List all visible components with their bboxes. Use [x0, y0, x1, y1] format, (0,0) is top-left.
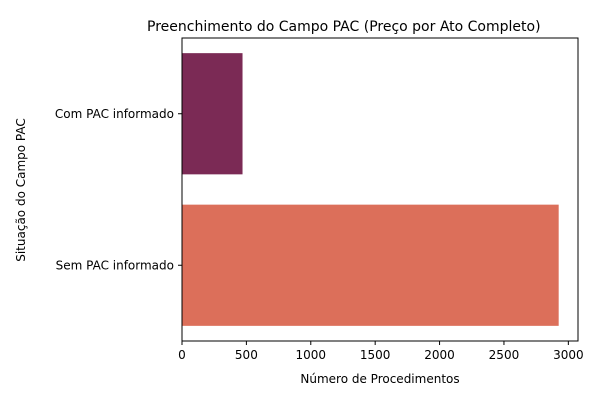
bar-1	[182, 53, 243, 175]
x-axis-label: Número de Procedimentos	[300, 372, 459, 386]
x-tick-label: 2000	[424, 348, 455, 362]
x-tick-label: 2500	[489, 348, 520, 362]
x-tick-label: 500	[235, 348, 258, 362]
x-tick-label: 0	[178, 348, 186, 362]
x-tick-label: 1500	[360, 348, 391, 362]
y-axis-label: Situação do Campo PAC	[14, 118, 28, 262]
chart-title: Preenchimento do Campo PAC (Preço por At…	[147, 19, 541, 35]
x-ticks-group: 0 500 1000 1500 2000 2500 3000	[178, 341, 584, 362]
bar-2	[182, 204, 559, 326]
y-ticks-group: Com PAC informado Sem PAC informado	[55, 107, 182, 272]
x-tick-label: 3000	[553, 348, 584, 362]
y-tick-label: Com PAC informado	[55, 107, 174, 121]
plot-frame	[181, 37, 579, 342]
x-tick-label: 1000	[296, 348, 327, 362]
bars-group	[182, 53, 559, 326]
y-tick-label: Sem PAC informado	[56, 258, 174, 272]
